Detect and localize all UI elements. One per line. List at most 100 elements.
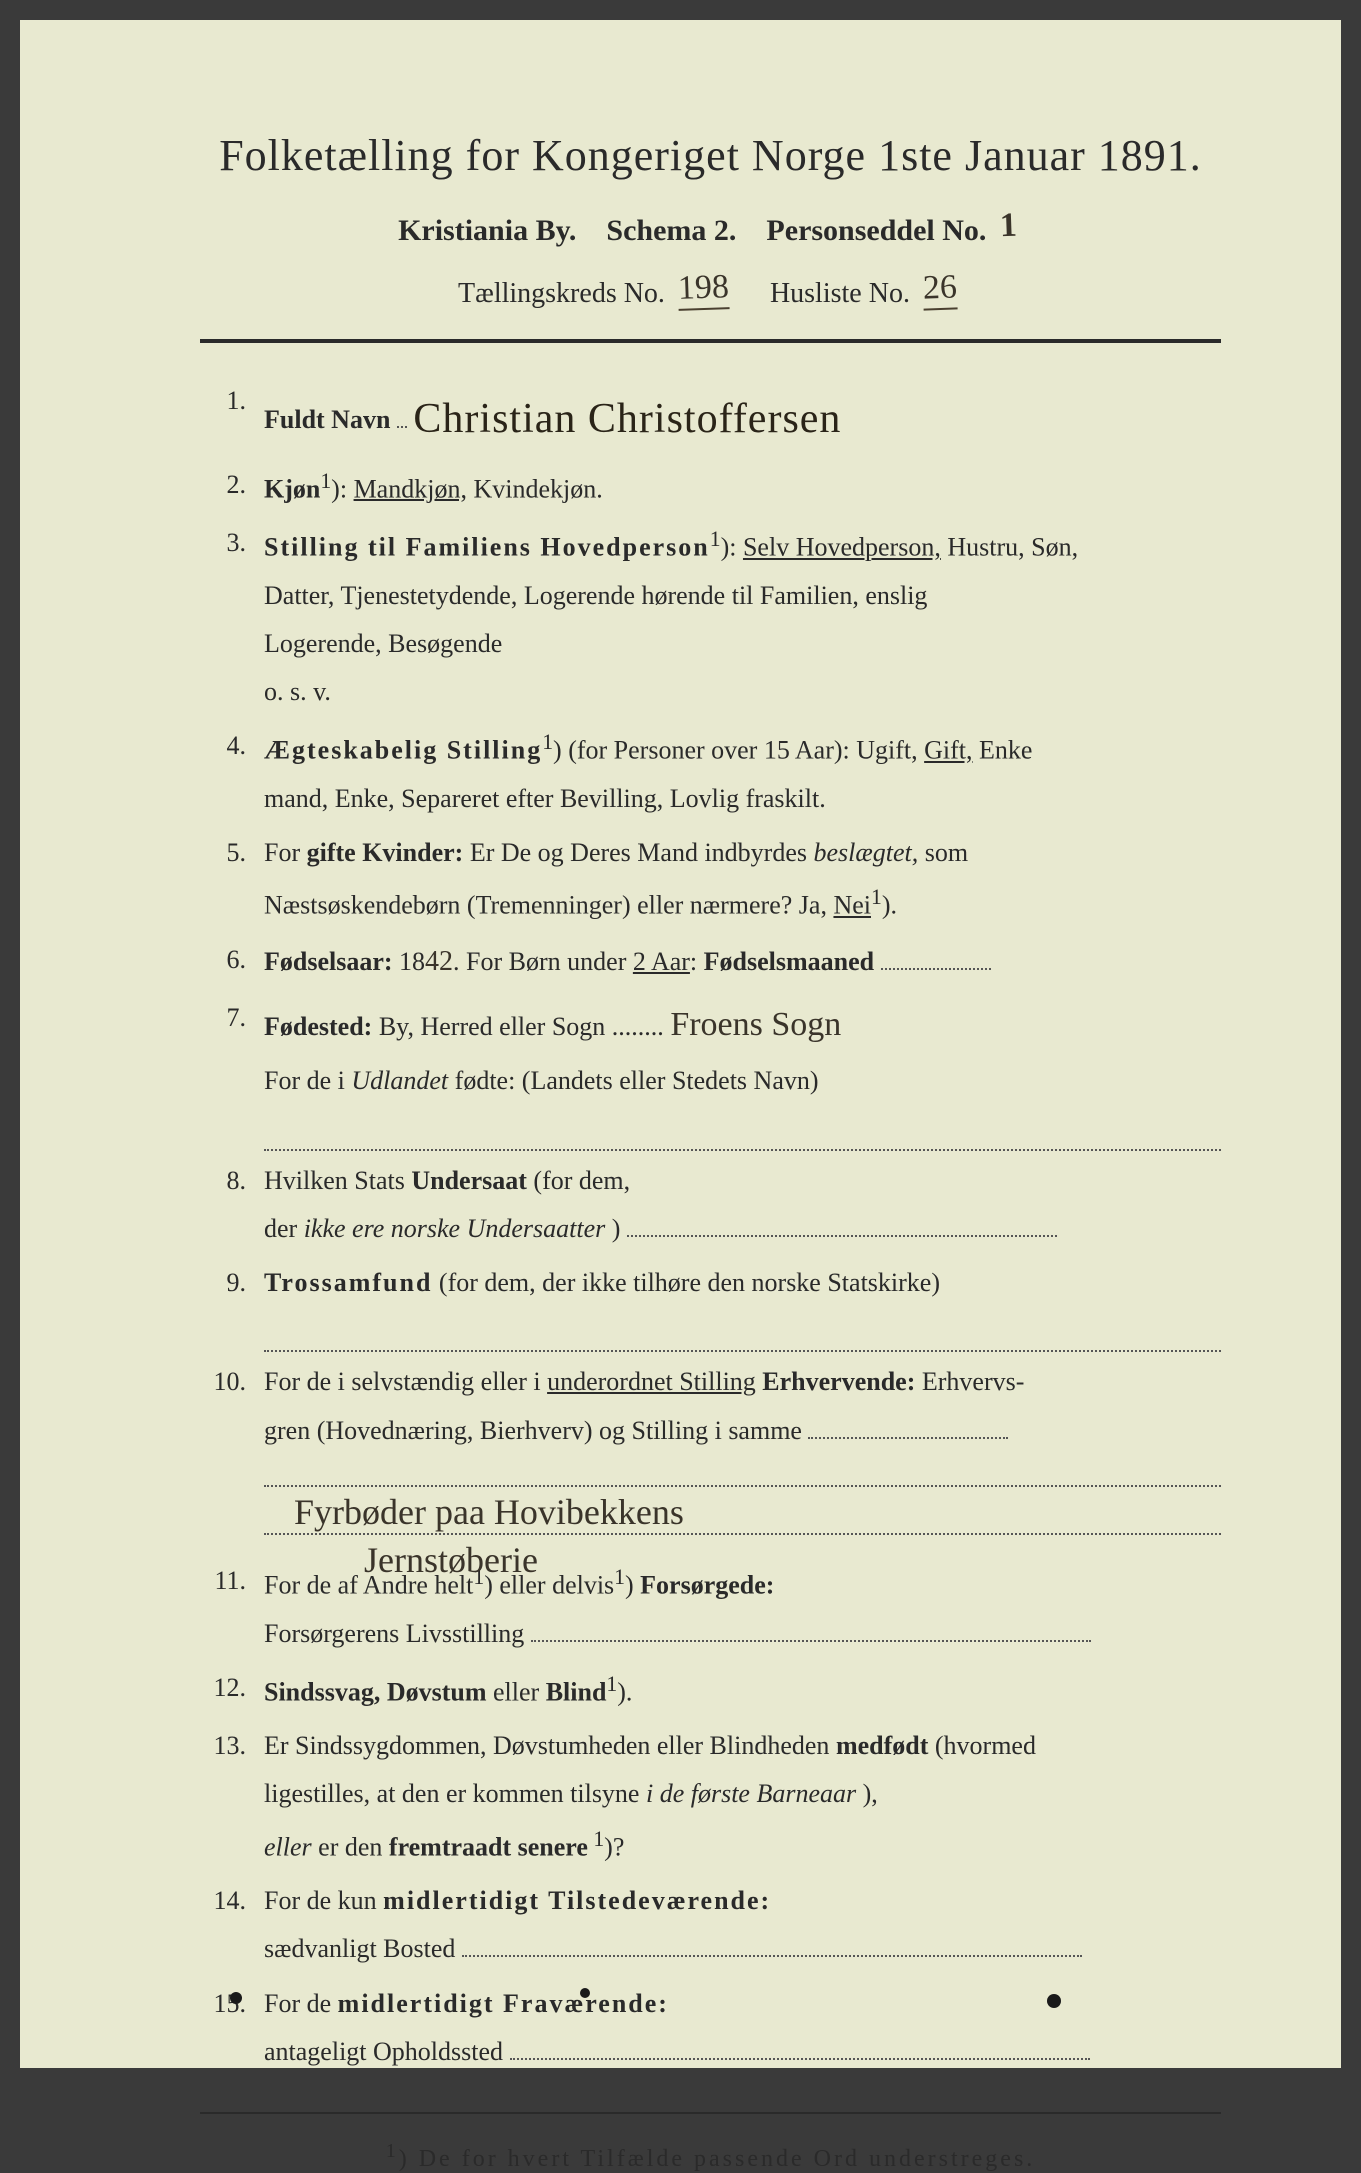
subject-line1a: Hvilken Stats (264, 1166, 411, 1195)
religion-label: Trossamfund (264, 1268, 432, 1297)
husliste-label: Husliste No. (770, 278, 910, 309)
item-number: 13. (200, 1722, 264, 1871)
subject-label: Undersaat (411, 1166, 527, 1195)
cong-line2a: ligestilles, at den er kommen tilsyne (264, 1779, 646, 1808)
field-birthplace: 7. Fødested: By, Herred eller Sogn .....… (200, 994, 1221, 1151)
birthyear-label: Fødselsaar: (264, 947, 393, 976)
mw-rest1: Er De og Deres Mand indbyrdes (470, 838, 814, 867)
relation-line1b: Hustru, Søn, (947, 533, 1078, 562)
birthmonth-label: Fødselsmaaned (704, 947, 874, 976)
marital-rest1b: Enke (979, 736, 1032, 765)
relation-line4: o. s. v. (264, 677, 331, 706)
tp-line1: For de kun (264, 1886, 383, 1915)
cong-line1b: (hvormed (935, 1731, 1036, 1760)
marital-line2: mand, Enke, Separeret efter Bevilling, L… (264, 784, 826, 813)
subject-italic: ikke ere norske Undersaatter (304, 1214, 606, 1243)
subject-line2a: der (264, 1214, 304, 1243)
ta-line1: For de (264, 1989, 338, 2018)
cong-line3a: er den (318, 1832, 389, 1861)
marital-rest: ) (for Personer over 15 Aar): Ugift, (553, 736, 924, 765)
sex-label: Kjøn (264, 474, 320, 503)
occ-line1b: Erhvervs- (922, 1367, 1025, 1396)
footnote-ref: 1 (614, 1565, 625, 1589)
field-subject: 8. Hvilken Stats Undersaat (for dem, der… (200, 1157, 1221, 1253)
footnote: 1) De for hvert Tilfælde passende Ord un… (200, 2140, 1221, 2173)
mw-label: gifte Kvinder: (307, 838, 464, 867)
field-birthyear: 6. Fødselsaar: 1842. For Børn under 2 Aa… (200, 936, 1221, 988)
footnote-ref: 1 (606, 1672, 617, 1696)
birthyear-rest: : (690, 947, 704, 976)
item-number: 6. (200, 936, 264, 988)
relation-label: Stilling til Familiens Hovedperson (264, 533, 710, 562)
birthplace-rest1: By, Herred eller Sogn ........ (379, 1012, 664, 1041)
occ-label: Erhvervende: (762, 1367, 915, 1396)
sex-rest: ): (331, 474, 353, 503)
tp-label: midlertidigt Tilstedeværende: (383, 1886, 771, 1915)
occ-line2: gren (Hovednæring, Bierhverv) og Stillin… (264, 1416, 802, 1445)
birthplace-line2b: fødte: (Landets eller Stedets Navn) (455, 1066, 819, 1095)
sex-option2: Kvindekjøn. (473, 474, 602, 503)
footnote-ref: 1 (710, 527, 721, 551)
marital-selected: Gift, (924, 736, 972, 765)
occupation-value-2: Jernstøberie (364, 1527, 538, 1594)
birthyear-value: 42 (425, 946, 453, 977)
sup-line2: Forsørgerens Livsstilling (264, 1619, 531, 1648)
item-number: 14. (200, 1877, 264, 1973)
footnote-ref: 1 (542, 730, 553, 754)
marital-label: Ægteskabelig Stilling (264, 736, 542, 765)
birthyear-mid: . For Børn under (453, 947, 633, 976)
husliste-value: 26 (916, 268, 963, 308)
item-number: 7. (200, 994, 264, 1151)
mw-nei: Nei (833, 891, 871, 920)
mw-line2b: ). (882, 891, 897, 920)
field-relation: 3. Stilling til Familiens Hovedperson1):… (200, 519, 1221, 716)
birthplace-value: Froens Sogn (670, 1006, 841, 1043)
footnote-ref: 1 (871, 885, 882, 909)
tp-line2: sædvanligt Bosted (264, 1934, 455, 1963)
mw-lead: For (264, 838, 307, 867)
sup-rest: ) (625, 1570, 640, 1599)
cong-bold2: fremtraadt senere (389, 1832, 588, 1861)
ta-line2: antageligt Opholdssted (264, 2037, 510, 2066)
birthplace-italic: Udlandet (351, 1066, 448, 1095)
cong-bold1: medfødt (836, 1731, 928, 1760)
cong-line1a: Er Sindssygdommen, Døvstumheden eller Bl… (264, 1731, 836, 1760)
disability-rest: eller (493, 1677, 546, 1706)
divider-top (200, 339, 1221, 343)
occ-line1a: For de i selvstændig eller i (264, 1367, 547, 1396)
item-number: 9. (200, 1259, 264, 1353)
footnote-ref: 1 (588, 1827, 604, 1851)
cong-line3b: )? (604, 1832, 624, 1861)
field-marriedwomen: 5. For gifte Kvinder: Er De og Deres Man… (200, 829, 1221, 930)
disability-label: Sindssvag, Døvstum (264, 1677, 487, 1706)
cong-italic: i de første Barneaar (646, 1779, 856, 1808)
fullname-value: Christian Christoffersen (413, 381, 841, 459)
mw-italic: beslægtet, (814, 838, 919, 867)
cong-line2b: ), (863, 1779, 878, 1808)
field-fullname: 1. Fuldt Navn Christian Christoffersen (200, 377, 1221, 455)
birthplace-label: Fødested: (264, 1012, 372, 1041)
tkreds-label: Tællingskreds No. (458, 278, 665, 309)
religion-rest: (for dem, der ikke tilhøre den norske St… (439, 1268, 940, 1297)
item-number: 12. (200, 1664, 264, 1717)
ink-dot (580, 1988, 590, 1998)
item-number: 10. (200, 1358, 264, 1550)
footnote-text: ) De for hvert Tilfælde passende Ord und… (399, 2146, 1036, 2172)
schema-label: Schema 2. (606, 214, 736, 247)
personseddel-label: Personseddel No. (766, 214, 986, 247)
personseddel-value: 1 (993, 207, 1023, 246)
city-label: Kristiania By. (398, 214, 576, 247)
subject-line1b: (for dem, (533, 1166, 630, 1195)
item-number: 5. (200, 829, 264, 930)
disability-tail: ). (617, 1677, 632, 1706)
census-form-page: Folketælling for Kongeriget Norge 1ste J… (20, 20, 1341, 2068)
subtitle-row: Kristiania By. Schema 2. Personseddel No… (200, 211, 1221, 249)
field-occupation: 10. For de i selvstændig eller i underor… (200, 1358, 1221, 1550)
field-marital: 4. Ægteskabelig Stilling1) (for Personer… (200, 722, 1221, 823)
fullname-label: Fuldt Navn (264, 405, 390, 434)
footnote-ref: 1 (320, 469, 331, 493)
birthyear-prefix: 18 (399, 947, 425, 976)
item-number: 8. (200, 1157, 264, 1253)
under2-label: 2 Aar (633, 947, 690, 976)
supported-label: Forsørgede: (640, 1570, 774, 1599)
